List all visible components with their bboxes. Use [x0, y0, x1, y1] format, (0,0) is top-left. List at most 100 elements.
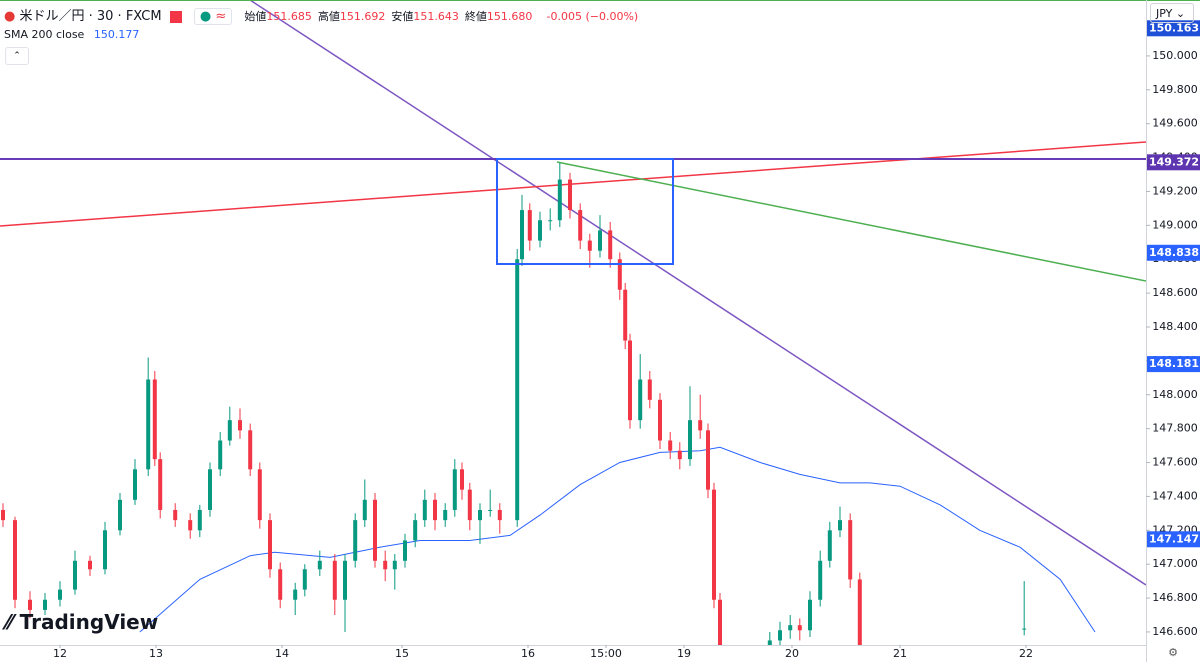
ohlc-label: 安値: [391, 10, 414, 23]
candle-body: [668, 440, 673, 451]
candle-body: [118, 499, 122, 531]
candle-body: [343, 560, 347, 600]
candle-body: [268, 520, 272, 570]
watermark-text: TradingView: [19, 610, 159, 634]
ohlc-label: 始値: [244, 10, 267, 23]
candle-body: [443, 509, 448, 521]
candle-body: [452, 469, 457, 510]
price-label: 150.163: [1149, 21, 1199, 34]
candle-body: [158, 459, 163, 510]
collapse-button[interactable]: ⌃: [5, 47, 29, 65]
trend-line[interactable]: [0, 141, 1146, 227]
candle-body: [208, 469, 212, 510]
candle-body: [568, 179, 572, 211]
y-tick-label: 148.600: [1152, 286, 1198, 299]
candle-body: [146, 379, 151, 470]
candle-body: [460, 469, 464, 490]
candle-body: [248, 430, 253, 470]
candle-body: [712, 489, 716, 600]
candle-body: [103, 530, 107, 570]
trend-line[interactable]: [556, 161, 1146, 282]
price-axis: 146.600146.800147.000147.200147.400147.6…: [1146, 20, 1200, 638]
candle-body: [28, 599, 32, 610]
x-tick-label: 22: [1019, 647, 1033, 660]
candle-body: [238, 420, 242, 431]
candle-body: [827, 530, 832, 561]
currency: JPY: [1156, 7, 1173, 20]
ohlc-value: 151.680: [486, 10, 533, 23]
candle-body: [302, 569, 307, 590]
y-tick-label: 148.400: [1152, 320, 1198, 333]
candle-body: [188, 520, 193, 531]
candle-body: [353, 520, 358, 561]
y-tick-label: 147.000: [1152, 557, 1198, 570]
x-tick-label: 21: [893, 647, 907, 660]
candle-body: [392, 560, 397, 570]
indicator-legend: SMA 200 close 150.177: [4, 28, 139, 41]
market-status: [169, 10, 182, 23]
y-tick-label: 148.000: [1152, 388, 1198, 401]
x-tick-label: 15:00: [590, 647, 622, 660]
drawings: [0, 158, 1146, 265]
y-tick-label: 147.800: [1152, 422, 1198, 435]
y-tick-label: 147.600: [1152, 456, 1198, 469]
candle-body: [638, 379, 643, 421]
candle-body: [608, 230, 613, 260]
candle-body: [515, 259, 520, 521]
candle-body: [698, 420, 703, 431]
candle-body: [527, 210, 532, 241]
price-label-box: [1147, 356, 1200, 373]
candle-body: [317, 560, 322, 570]
candle-body: [227, 420, 232, 441]
candle-body: [152, 379, 157, 460]
symbol-info: ● 米ドル／円 · 30 · FXCM ● ≈ 始値151.685 高値151.6…: [4, 5, 639, 25]
data-status[interactable]: ● ≈: [193, 8, 233, 25]
price-label: 147.147: [1149, 532, 1199, 545]
y-tick-label: 149.800: [1152, 83, 1198, 96]
settings-icon[interactable]: ⚙: [1168, 646, 1178, 659]
x-tick-label: 16: [521, 647, 535, 660]
x-tick-label: 15: [395, 647, 409, 660]
ohlc-value: 151.692: [339, 10, 386, 23]
candle-body: [293, 589, 298, 600]
y-tick-label: 149.200: [1152, 184, 1198, 197]
candle-body: [623, 289, 628, 341]
candle-body: [257, 469, 262, 521]
candle-body: [818, 560, 823, 600]
x-tick-label: 19: [677, 647, 691, 660]
price-label-box: [1147, 20, 1200, 37]
plot-area: [0, 0, 1146, 645]
candle-body: [332, 560, 337, 600]
ohlc-value: 151.685: [266, 10, 312, 23]
candle-body: [587, 240, 592, 251]
change: -0.005 (−0.00%): [546, 10, 639, 23]
price-label: 148.181: [1149, 357, 1199, 370]
x-tick-label: 12: [53, 647, 67, 660]
watermark: ⁄⁄ TradingView: [6, 610, 159, 634]
flag-icon: ●: [4, 9, 16, 24]
candle-body: [13, 520, 17, 600]
candle-body: [218, 440, 223, 470]
candle-body: [598, 230, 602, 251]
indicator-name[interactable]: SMA 200 close: [4, 28, 85, 41]
symbol[interactable]: 米ドル／円 · 30 · FXCM: [19, 9, 162, 24]
candle-body: [422, 499, 427, 521]
candle-body: [857, 579, 862, 645]
x-tick-label: 20: [785, 647, 799, 660]
rectangle[interactable]: [496, 158, 674, 265]
x-tick-label: 14: [275, 647, 289, 660]
currency-button[interactable]: JPY ⌄: [1150, 3, 1194, 23]
candle-body: [557, 179, 562, 221]
ohlc-label: 高値: [317, 10, 340, 23]
ohlc-value: 151.643: [413, 10, 459, 23]
candle-body: [488, 509, 493, 511]
candle-body: [478, 509, 482, 521]
candle-body: [278, 569, 283, 600]
candle-body: [538, 220, 542, 241]
candle-body: [520, 210, 524, 260]
price-label: 148.838: [1149, 246, 1199, 259]
candle-body: [403, 540, 407, 561]
trend-line[interactable]: [249, 0, 1146, 586]
price-label: 149.372: [1149, 155, 1199, 168]
